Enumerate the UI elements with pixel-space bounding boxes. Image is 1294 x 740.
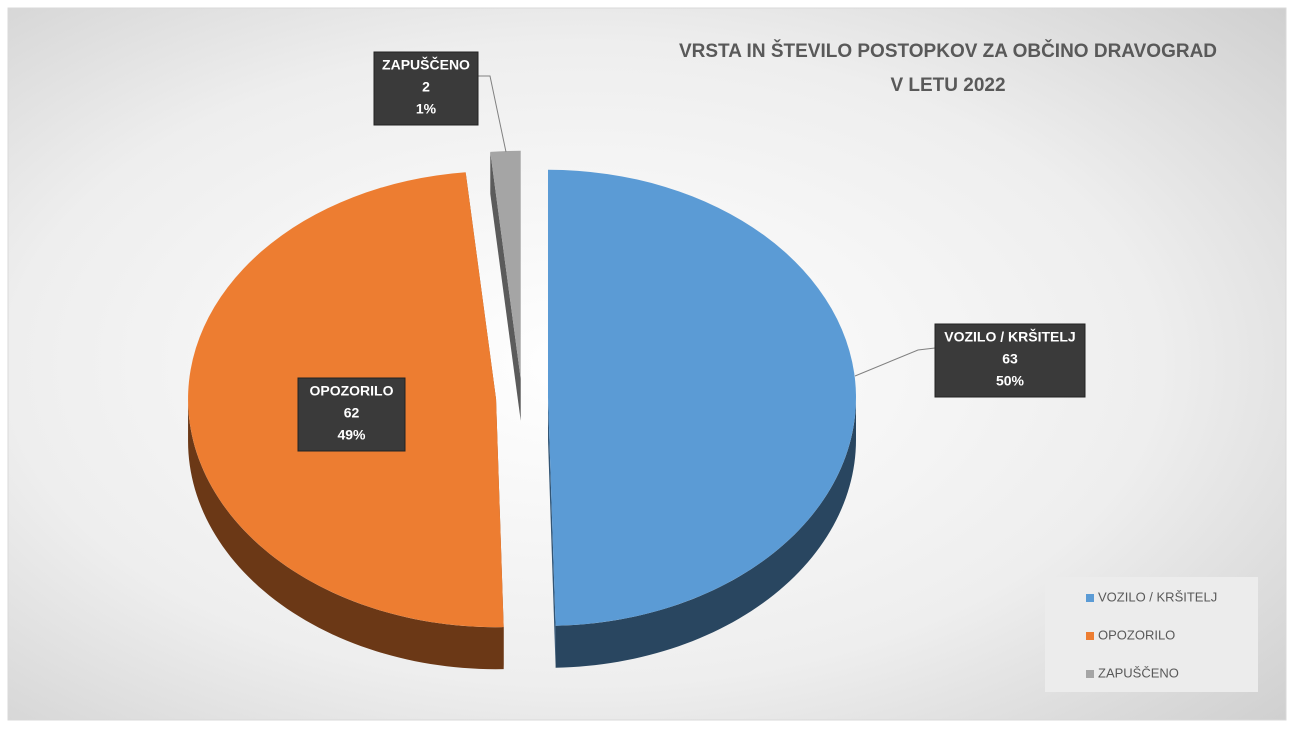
legend-swatch — [1086, 670, 1094, 678]
data-label-box — [934, 323, 1086, 398]
slice-side — [555, 397, 856, 668]
data-label: VOZILO / KRŠITELJ — [944, 328, 1075, 345]
data-label: OPOZORILO — [310, 383, 394, 399]
data-label: ZAPUŠČENO — [382, 56, 470, 73]
legend-swatch — [1086, 632, 1094, 640]
data-label-box — [373, 51, 479, 126]
data-label: 62 — [344, 405, 360, 421]
data-label: 2 — [422, 79, 430, 95]
legend-swatch — [1086, 594, 1094, 602]
data-label-box — [297, 377, 406, 452]
legend-label: VOZILO / KRŠITELJ — [1098, 589, 1217, 604]
chart-title: VRSTA IN ŠTEVILO POSTOPKOV ZA OBČINO DRA… — [679, 40, 1217, 62]
data-label: 49% — [337, 427, 366, 443]
data-label: 63 — [1002, 351, 1018, 367]
legend-label: OPOZORILO — [1098, 627, 1175, 642]
pie-slice — [490, 150, 521, 379]
data-label: 1% — [416, 101, 437, 117]
chart-title: V LETU 2022 — [890, 75, 1005, 96]
leader-line — [854, 347, 936, 377]
slice-side — [490, 151, 521, 421]
slice-side — [547, 397, 556, 668]
slice-side — [188, 399, 504, 670]
data-label: 50% — [996, 373, 1025, 389]
legend — [1045, 577, 1258, 692]
leader-line — [478, 75, 507, 153]
legend-label: ZAPUŠČENO — [1098, 665, 1179, 680]
pie-slice — [547, 169, 856, 626]
